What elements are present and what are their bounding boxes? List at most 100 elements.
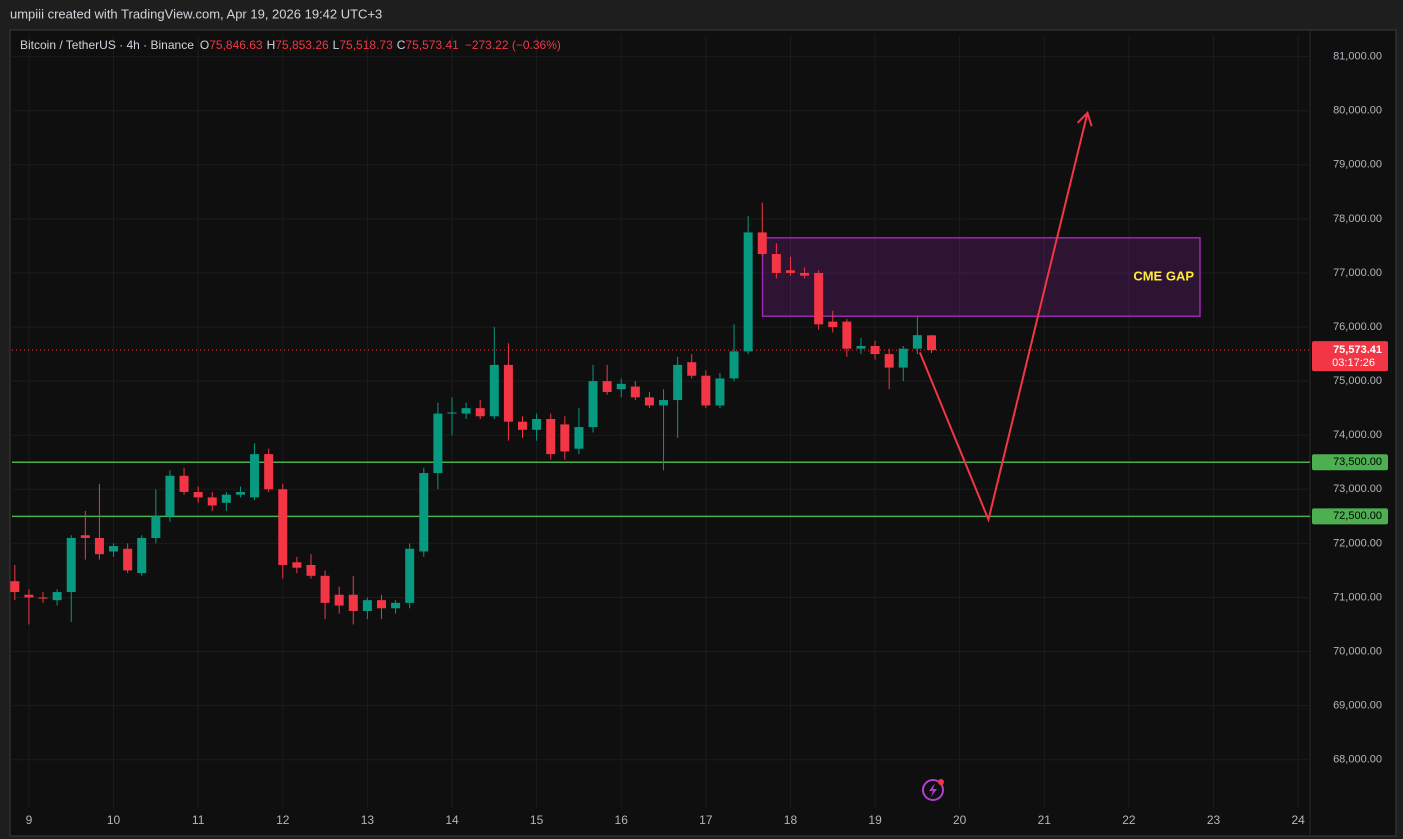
candle-body [715,378,725,406]
level-label: 73,500.00 [1333,456,1382,468]
legend-key: O [200,38,209,52]
x-tick-label: 14 [445,813,459,827]
candle-body [80,535,90,538]
candle-body [24,594,34,598]
candle-body [123,548,133,571]
candle-body [518,421,528,430]
x-tick-label: 20 [953,813,967,827]
candle-body [828,321,838,328]
candle-body [757,232,767,255]
candle-body [52,592,62,601]
candle-body [687,362,697,376]
x-tick-label: 17 [699,813,713,827]
candle-body [588,381,598,428]
candle-body [814,272,824,325]
candle-body [926,335,936,351]
symbol: Bitcoin / TetherUS · 4h · Binance [20,38,194,52]
y-tick-label: 81,000.00 [1333,51,1382,63]
candle-body [800,272,810,276]
candle-body [503,364,513,422]
legend-value: 75,573.41 [405,38,459,52]
x-tick-label: 10 [107,813,121,827]
candle-body [842,321,852,349]
candle-body [320,575,330,603]
candle-body [405,548,415,603]
candle-body [743,232,753,352]
level-label-box [1312,454,1388,471]
last-price-box [1312,341,1388,372]
candle-body [912,335,922,349]
legend-value: 75,518.73 [339,38,393,52]
candle-body [376,600,386,609]
candle-body [137,537,147,574]
level-label-box [1312,508,1388,525]
candle-body [856,345,866,349]
candle-body [306,565,316,576]
candle-body [151,516,161,538]
x-tick-label: 19 [868,813,882,827]
candle-body [66,537,76,593]
x-tick-label: 9 [26,813,33,827]
y-tick-label: 77,000.00 [1333,267,1382,279]
candle-body [94,537,104,555]
candle-body [630,386,640,398]
y-tick-label: 71,000.00 [1333,591,1382,603]
x-tick-label: 12 [276,813,290,827]
y-tick-label: 74,000.00 [1333,429,1382,441]
y-tick-label: 80,000.00 [1333,105,1382,117]
candle-body [447,412,457,414]
candle-body [391,602,401,609]
legend-key: C [397,38,406,52]
candle-body [461,408,471,414]
candle-body [644,397,654,406]
candle-body [38,597,48,599]
candle-body [659,400,669,406]
candle-body [179,475,189,492]
candle-body [884,354,894,368]
candle-body [489,364,499,417]
legend-value: 75,846.63 [209,38,263,52]
y-tick-label: 79,000.00 [1333,159,1382,171]
y-tick-label: 73,000.00 [1333,483,1382,495]
candle-body [419,473,429,552]
legend: Bitcoin / TetherUS · 4h · Binance O75,846… [20,38,561,52]
candle-body [264,454,274,490]
candle-body [334,594,344,606]
alert-icon [922,779,944,801]
level-label: 72,500.00 [1333,510,1382,522]
caption: umpiii created with TradingView.com, Apr… [10,6,382,21]
candle-body [362,600,372,611]
legend-key: H [267,38,276,52]
projection-path [918,112,1089,523]
candle-body [560,424,570,452]
candle-body [673,364,683,401]
gap-label: CME GAP [1133,268,1194,283]
y-tick-label: 70,000.00 [1333,645,1382,657]
candle-body [235,491,245,495]
candle-body [870,345,880,355]
x-tick-label: 18 [784,813,798,827]
candle-body [109,546,119,552]
candle-body [574,427,584,449]
x-tick-label: 21 [1038,813,1052,827]
candle-body [221,494,231,503]
candle-body [701,375,711,406]
candle-body [433,413,443,474]
candle-body [250,454,260,498]
gap-zone [761,237,1201,317]
legend-key: L [333,38,340,52]
candle-body [165,475,175,517]
candle-body [616,383,626,390]
x-tick-label: 15 [530,813,544,827]
y-tick-label: 69,000.00 [1333,700,1382,712]
x-tick-label: 13 [361,813,375,827]
x-tick-label: 22 [1122,813,1136,827]
candle-body [10,581,20,593]
x-tick-label: 11 [192,813,205,827]
labels: 68,000.00 69,000.00 70,000.00 71,000.00 72,0… [26,51,1388,827]
candle-body [207,497,217,506]
y-tick-label: 78,000.00 [1333,213,1382,225]
candle-body [348,594,358,611]
